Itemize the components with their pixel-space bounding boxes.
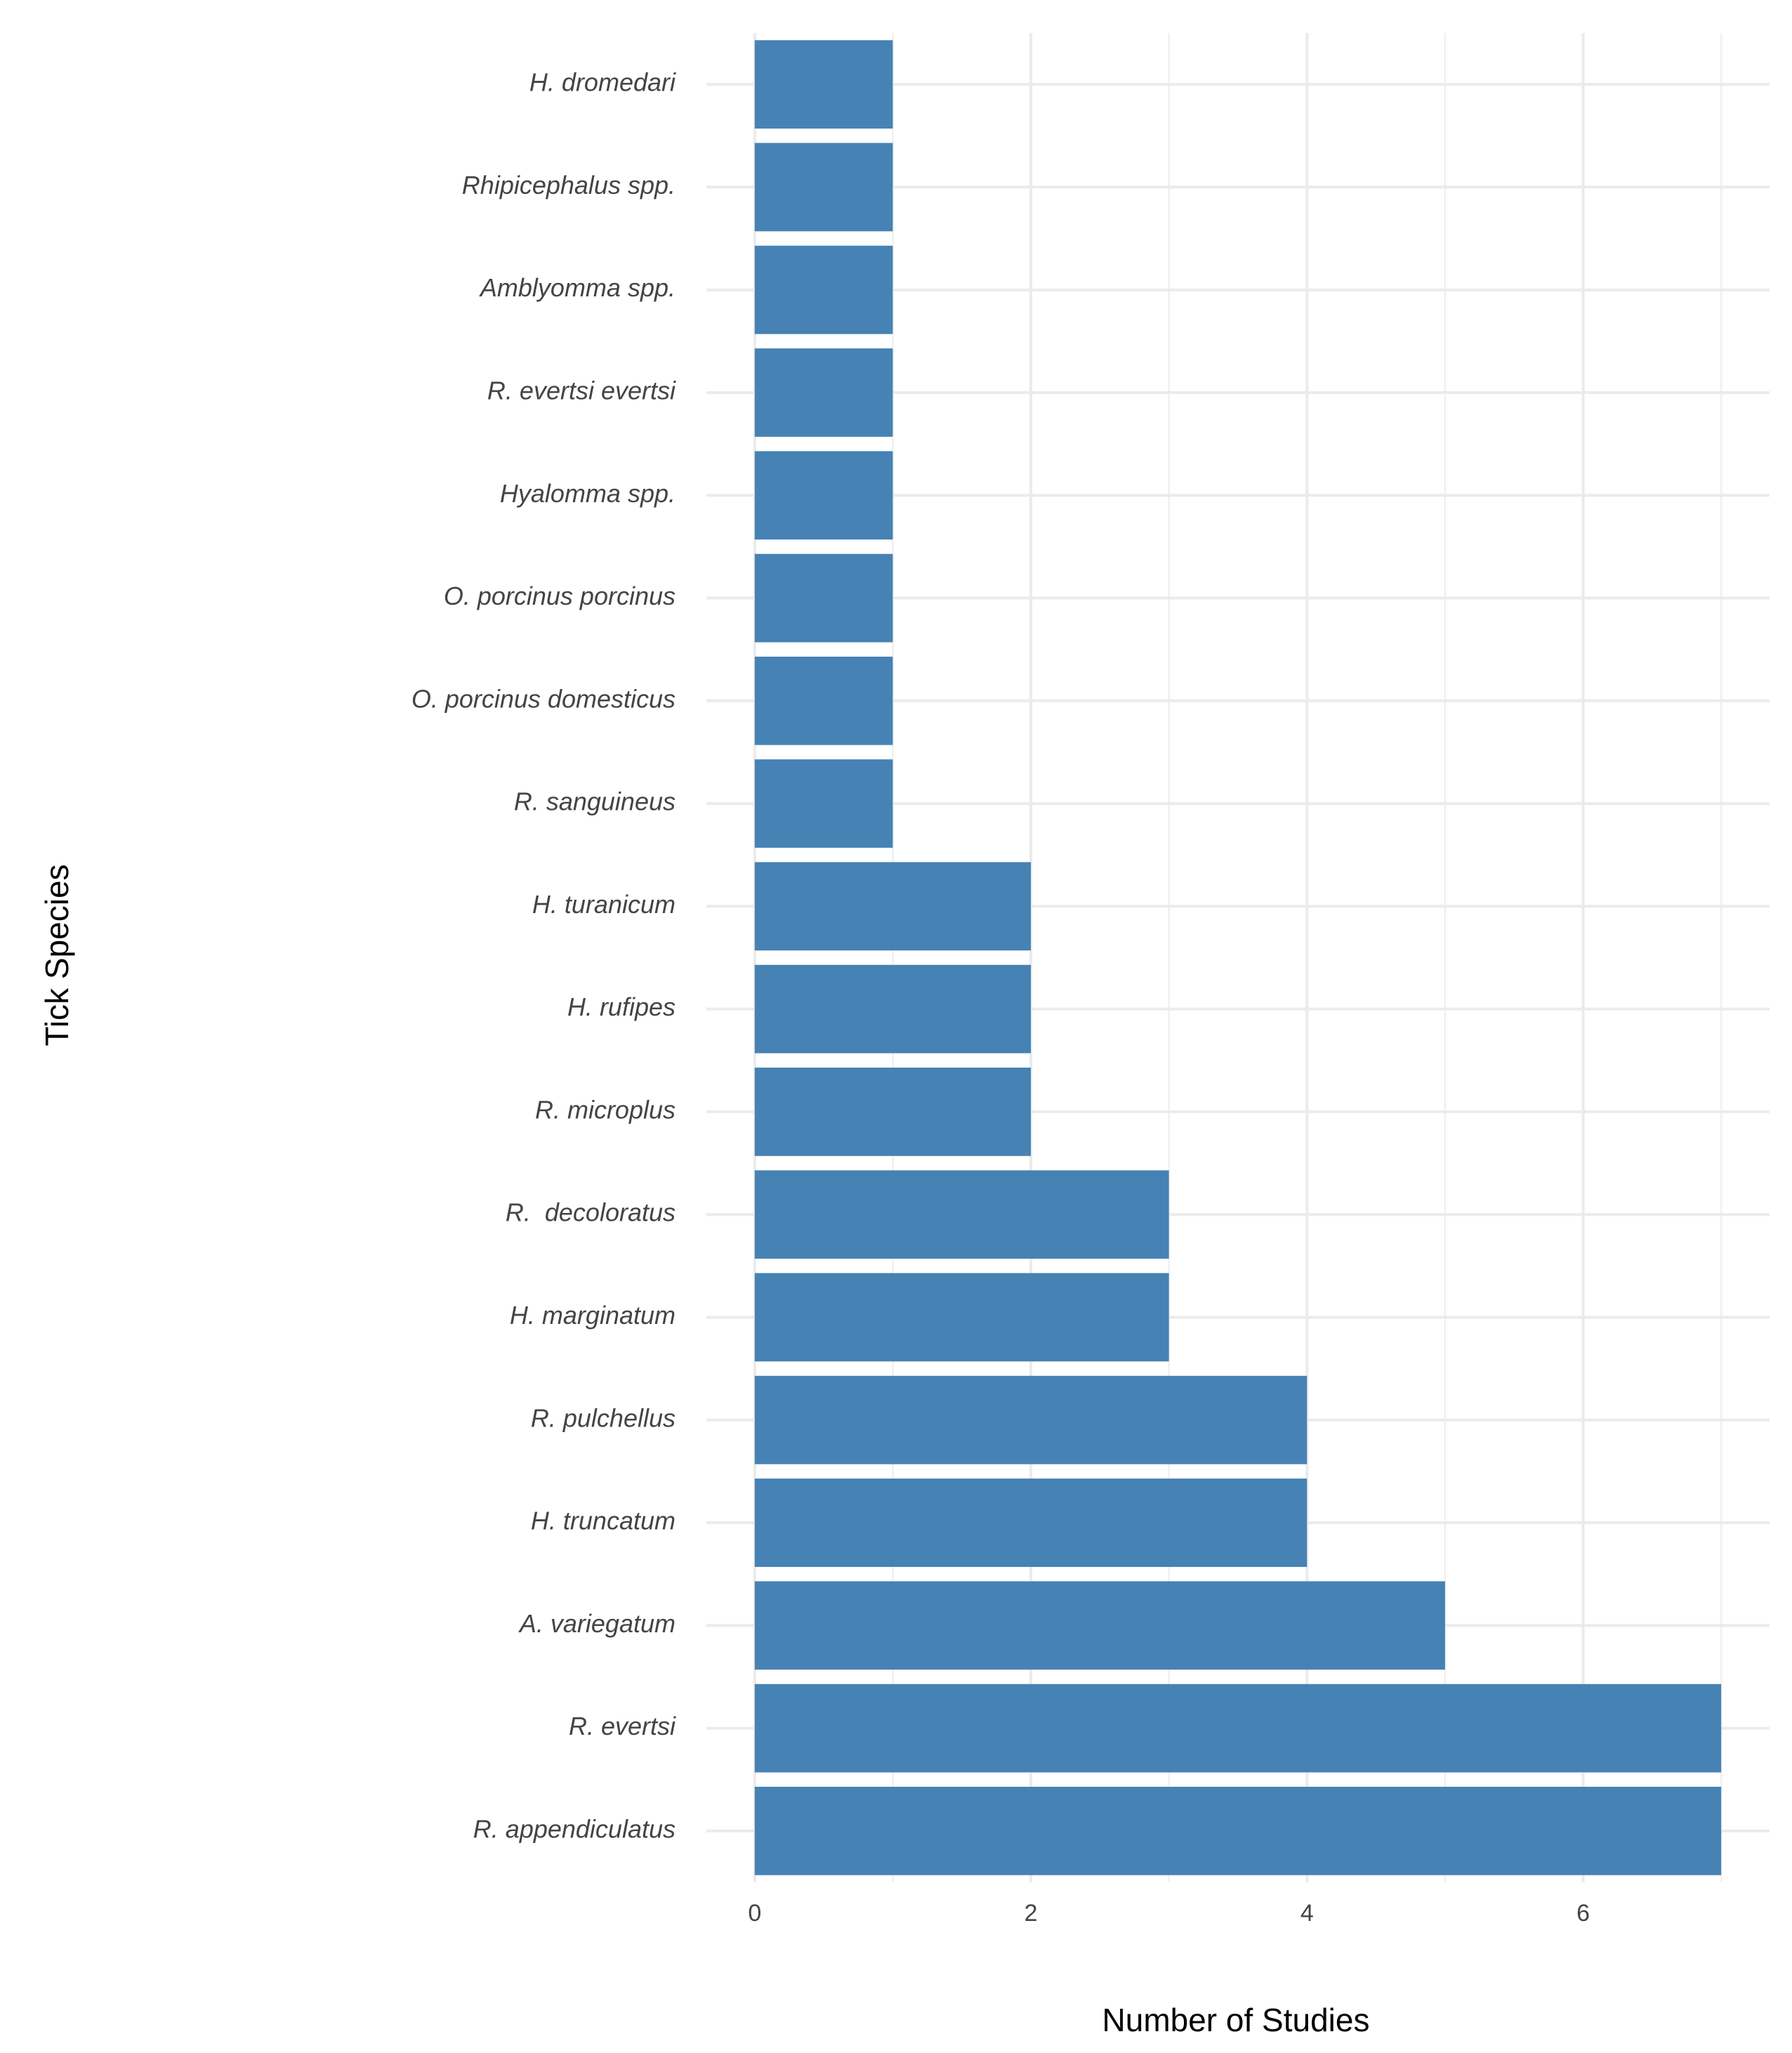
y-tick-label: R. sanguineus — [514, 787, 676, 816]
bar — [754, 40, 893, 129]
bar — [754, 348, 893, 437]
y-tick-label: O. porcinus domesticus — [411, 684, 676, 713]
x-tick-label: 0 — [748, 1900, 761, 1927]
bar — [754, 862, 1032, 951]
x-tick-label: 4 — [1300, 1900, 1314, 1927]
y-tick-label: Amblyomma spp. — [479, 273, 676, 302]
x-tick-label: 2 — [1025, 1900, 1038, 1927]
y-tick-label: H. truncatum — [531, 1507, 676, 1535]
bar — [754, 1684, 1722, 1773]
bar — [754, 245, 893, 334]
y-tick-label: R. microplus — [535, 1095, 676, 1124]
y-tick-label: H. rufipes — [567, 992, 676, 1021]
bar — [754, 759, 893, 848]
x-axis-title: Number of Studies — [1102, 2002, 1370, 2038]
y-tick-label: Hyalomma spp. — [500, 479, 676, 508]
y-tick-label: R. decoloratus — [506, 1198, 676, 1227]
bar — [754, 143, 893, 232]
y-tick-label: R. evertsi evertsi — [487, 376, 676, 405]
x-tick-label: 6 — [1576, 1900, 1590, 1927]
y-tick-label: R. evertsi — [569, 1712, 676, 1740]
bar — [754, 1170, 1169, 1259]
y-axis-title: Tick Species — [39, 864, 75, 1046]
y-tick-label: A. variegatum — [518, 1609, 676, 1638]
y-tick-label: R. pulchellus — [531, 1403, 676, 1432]
y-tick-label: H. marginatum — [510, 1301, 676, 1330]
bar — [754, 451, 893, 540]
bar — [754, 656, 893, 745]
y-tick-label: R. appendiculatus — [473, 1814, 676, 1843]
bar — [754, 553, 893, 643]
y-tick-label: Rhipicephalus spp. — [462, 171, 676, 199]
y-tick-label: O. porcinus porcinus — [444, 582, 676, 610]
bar — [754, 1273, 1169, 1362]
bar — [754, 1375, 1307, 1464]
y-tick-label: H. turanicum — [532, 890, 676, 919]
bar — [754, 964, 1032, 1054]
bar — [754, 1786, 1722, 1875]
y-tick-label: H. dromedari — [529, 68, 676, 97]
bar — [754, 1581, 1445, 1670]
bar — [754, 1068, 1032, 1156]
bar — [754, 1478, 1307, 1567]
